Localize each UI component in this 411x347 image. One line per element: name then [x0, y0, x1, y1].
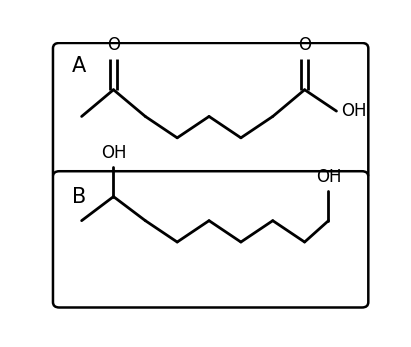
- Text: OH: OH: [101, 144, 126, 162]
- Text: OH: OH: [341, 102, 367, 120]
- FancyBboxPatch shape: [53, 171, 368, 307]
- Text: A: A: [72, 56, 86, 76]
- Text: O: O: [298, 36, 311, 54]
- FancyBboxPatch shape: [53, 43, 368, 179]
- Text: B: B: [72, 187, 86, 207]
- Text: O: O: [107, 36, 120, 54]
- Text: OH: OH: [316, 168, 341, 186]
